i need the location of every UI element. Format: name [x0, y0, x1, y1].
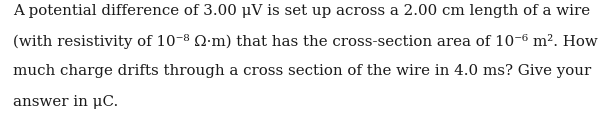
Text: answer in μC.: answer in μC.: [13, 95, 118, 109]
Text: A potential difference of 3.00 μV is set up across a 2.00 cm length of a wire: A potential difference of 3.00 μV is set…: [13, 4, 590, 18]
Text: much charge drifts through a cross section of the wire in 4.0 ms? Give your: much charge drifts through a cross secti…: [13, 64, 591, 78]
Text: (with resistivity of 10⁻⁸ Ω·m) that has the cross-section area of 10⁻⁶ m². How: (with resistivity of 10⁻⁸ Ω·m) that has …: [13, 34, 598, 49]
